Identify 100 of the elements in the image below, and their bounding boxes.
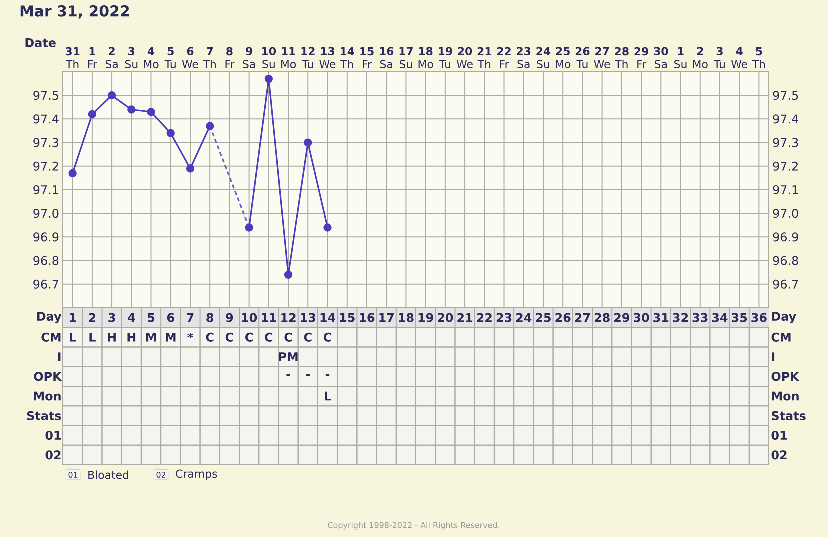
y-tick-label: 97.2 [34, 162, 58, 171]
chart-title: Mar 31, 2022 [20, 6, 130, 19]
x-tick-label: 29 Fr [634, 47, 648, 68]
text: H [128, 333, 136, 342]
text: 11 [262, 313, 276, 322]
text: 27 [575, 313, 590, 322]
x-tick-label: 28 Th [615, 47, 629, 68]
text: 7 [187, 313, 194, 322]
x-tick-label: 21 Th [478, 47, 492, 68]
y2-tick-label: 97.3 [773, 138, 798, 148]
text: 8 [206, 313, 214, 322]
x-tick-label: 23 Sa [517, 47, 531, 68]
point [304, 138, 312, 147]
y-tick-label: Day [37, 312, 62, 324]
text: 5 [148, 313, 155, 322]
point [284, 270, 293, 280]
text: 1 [70, 313, 76, 322]
point [324, 224, 332, 232]
text: 33 [692, 313, 708, 322]
point [68, 169, 77, 178]
x-tick-label: 14 Th [340, 48, 354, 68]
point [88, 110, 97, 119]
y-tick-label: Stats [27, 411, 62, 420]
y-tick-label: I [58, 352, 61, 362]
text: 10 [242, 313, 258, 322]
text: 22 [477, 313, 492, 322]
text: 30 [634, 313, 650, 322]
x-tick-label: 5 Th [752, 48, 766, 68]
text: 25 [536, 313, 551, 322]
text: C [226, 332, 234, 342]
x-tick-label: 22 Fr [497, 47, 511, 68]
x-tick-label: 1 Fr [88, 48, 98, 68]
point [264, 74, 274, 84]
text: 23 [496, 313, 512, 322]
text: C [265, 332, 273, 342]
x-tick-label: 12 Tu [302, 47, 315, 68]
x-tick-label: 19 Tu [439, 47, 452, 68]
text: C [246, 332, 253, 342]
x-tick-label: 11 Mo [282, 47, 296, 68]
point [108, 91, 116, 100]
y-tick-label: CM [42, 332, 61, 342]
text: C [284, 332, 292, 342]
x-tick-label: 10 Su [262, 47, 276, 68]
y2-tick-label: OPK [772, 372, 800, 382]
text: 20 [438, 313, 454, 322]
x-tick-label: 27 We [594, 47, 610, 68]
x-tick-label: 1 Su [674, 47, 687, 68]
text: Cramps [176, 470, 218, 480]
x-tick-label: 5 Tu [164, 47, 176, 68]
text: 3 [108, 313, 116, 322]
text: 36 [752, 313, 767, 322]
text: PM [279, 352, 298, 362]
point [147, 108, 156, 116]
x-tick-label: 31 Th [66, 47, 80, 68]
text: 2 [89, 313, 96, 322]
point [206, 122, 214, 130]
y-tick-label: Mon [34, 392, 61, 401]
text: 21 [458, 313, 473, 322]
text: 31 [654, 313, 669, 322]
text: C [324, 332, 332, 342]
text: - [286, 374, 290, 376]
x-tick-label: 3 Tu [714, 47, 725, 68]
text: 18 [399, 313, 414, 322]
text: 35 [732, 313, 748, 322]
x-tick-label: 8 Fr [226, 47, 235, 68]
text: L [70, 333, 76, 342]
x-tick-label: 26 Tu [576, 47, 590, 68]
point [128, 106, 136, 114]
y-tick-label: 01 [46, 431, 61, 440]
text: 4 [128, 313, 136, 322]
y2-tick-label: 97.4 [773, 114, 798, 124]
text: L [90, 333, 96, 342]
text: 24 [516, 313, 532, 322]
text: M [146, 333, 156, 342]
y2-tick-label: 01 [772, 431, 788, 440]
text: L [325, 392, 332, 401]
text: M [166, 333, 176, 342]
y2-tick-label: 97.2 [773, 162, 798, 171]
x-tick-label: 17 Su [400, 47, 413, 68]
y-tick-label: OPK [34, 372, 62, 382]
x-tick-label: 30 Sa [654, 47, 668, 68]
text: H [108, 333, 116, 342]
x-tick-label: 7 Th [203, 48, 216, 68]
text: - [306, 374, 310, 376]
y-tick-label: 96.7 [34, 280, 58, 289]
x-tick-label: 13 We [320, 47, 336, 68]
point [186, 164, 195, 173]
text: 19 [418, 313, 434, 322]
text: 16 [360, 313, 375, 322]
y2-tick-label: Stats [772, 411, 806, 420]
y-tick-label: 96.8 [34, 256, 59, 266]
text: 32 [673, 313, 688, 322]
y-tick-label: 96.9 [34, 232, 59, 242]
x-tick-label: 2 Sa [106, 47, 118, 68]
y2-tick-label: Day [772, 312, 796, 324]
y2-tick-label: 96.9 [773, 232, 798, 242]
text: 29 [614, 313, 630, 322]
x-tick-label: 25 Mo [556, 47, 571, 68]
x-tick-label: 16 Sa [380, 47, 394, 68]
x-tick-label: 4 Mo [144, 47, 159, 68]
